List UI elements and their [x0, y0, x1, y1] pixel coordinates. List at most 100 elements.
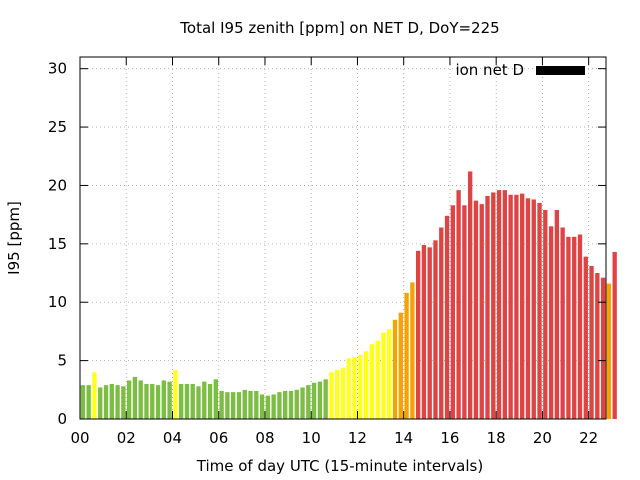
bar: [491, 192, 495, 419]
bar: [497, 190, 501, 419]
bar: [572, 237, 576, 419]
bar: [300, 387, 304, 419]
bar: [399, 313, 403, 419]
bar: [595, 273, 599, 419]
x-axis-label: Time of day UTC (15-minute intervals): [196, 457, 483, 475]
bar: [121, 386, 125, 419]
x-tick-label: 10: [302, 429, 321, 447]
x-tick-label: 14: [394, 429, 413, 447]
bar: [480, 204, 484, 419]
bar: [358, 355, 362, 419]
bar: [335, 370, 339, 419]
y-axis-label: I95 [ppm]: [5, 201, 23, 275]
bar: [532, 199, 536, 419]
bar: [254, 391, 258, 419]
x-tick-label: 12: [348, 429, 367, 447]
bar: [225, 392, 229, 419]
chart-title: Total I95 zenith [ppm] on NET D, DoY=225: [179, 19, 499, 37]
bar: [179, 384, 183, 419]
bar: [549, 226, 553, 419]
bar: [231, 392, 235, 419]
bar: [87, 385, 91, 419]
bar: [416, 251, 420, 419]
bar: [526, 198, 530, 419]
x-tick-label: 18: [487, 429, 506, 447]
bar: [115, 385, 119, 419]
bar: [271, 394, 275, 419]
bar: [370, 344, 374, 419]
y-tick-label: 15: [48, 235, 67, 253]
bar: [428, 247, 432, 419]
bar: [167, 382, 171, 419]
bar: [260, 394, 264, 419]
bar: [306, 385, 310, 419]
bar: [404, 293, 408, 419]
bar: [543, 210, 547, 419]
bar: [508, 195, 512, 419]
bars: [81, 171, 617, 419]
bar: [110, 384, 114, 419]
x-tick-label: 04: [163, 429, 182, 447]
bar: [387, 329, 391, 419]
y-tick-label: 20: [48, 176, 67, 194]
bar: [514, 195, 518, 419]
bar: [208, 384, 212, 419]
x-tick-label: 08: [255, 429, 274, 447]
bar: [127, 380, 131, 419]
bar: [537, 203, 541, 419]
bar: [243, 390, 247, 419]
legend: ion net D: [455, 61, 585, 79]
bar: [289, 391, 293, 419]
bar: [133, 377, 137, 419]
bar: [318, 382, 322, 419]
bar: [323, 379, 327, 419]
bar: [376, 341, 380, 419]
bar: [462, 205, 466, 419]
y-tick-label: 25: [48, 118, 67, 136]
bar: [139, 380, 143, 419]
bar: [162, 380, 166, 419]
bar: [150, 384, 154, 419]
bar: [341, 368, 345, 419]
bar: [312, 383, 316, 419]
x-tick-label: 20: [533, 429, 552, 447]
bar: [144, 384, 148, 419]
bar: [329, 372, 333, 419]
bar: [283, 391, 287, 419]
bar: [266, 396, 270, 419]
bar: [422, 245, 426, 419]
bar: [456, 190, 460, 419]
bar: [81, 385, 85, 419]
bar: [237, 392, 241, 419]
bar: [191, 384, 195, 419]
legend-label: ion net D: [455, 61, 524, 79]
bar: [555, 210, 559, 419]
y-tick-label: 10: [48, 293, 67, 311]
bar: [202, 382, 206, 419]
x-tick-label: 22: [579, 429, 598, 447]
bar: [196, 386, 200, 419]
bar: [468, 171, 472, 419]
legend-swatch: [536, 66, 585, 75]
bar: [92, 372, 96, 419]
bar: [613, 252, 617, 419]
bar: [98, 387, 102, 419]
bar: [445, 216, 449, 419]
x-tick-label: 06: [209, 429, 228, 447]
bar: [589, 266, 593, 419]
bar: [451, 205, 455, 419]
bar: [474, 201, 478, 419]
bar: [214, 379, 218, 419]
bar: [439, 227, 443, 419]
y-tick-labels: 0 5 10 15 20 25 30: [48, 60, 67, 428]
bar: [601, 278, 605, 419]
bar: [352, 357, 356, 419]
bar: [485, 196, 489, 419]
bar: [607, 284, 611, 419]
bar: [104, 385, 108, 419]
bar: [584, 257, 588, 419]
x-tick-labels: 00 02 04 06 08 10 12 14 16 18 20 22: [70, 429, 598, 447]
bar: [566, 237, 570, 419]
bar: [219, 391, 223, 419]
bar: [503, 190, 507, 419]
